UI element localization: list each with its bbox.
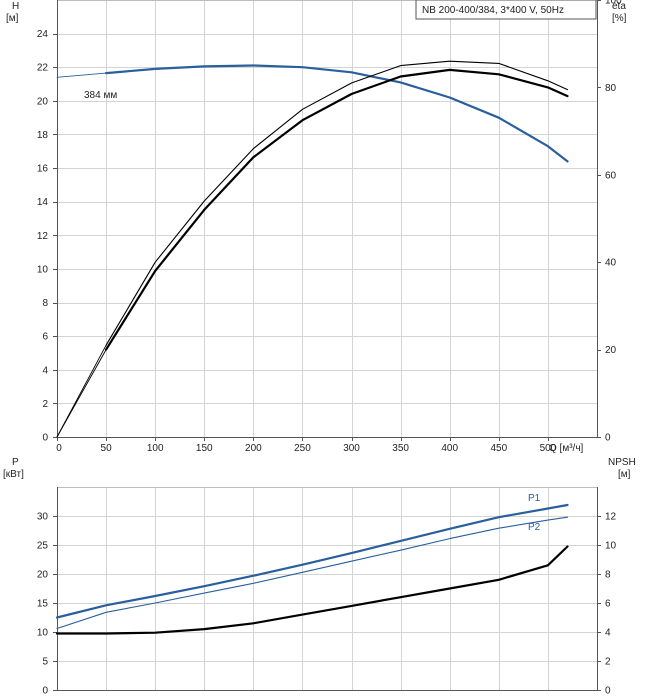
power-npsh-left-tick-label: 0 xyxy=(42,686,48,697)
efficiency-axis-unit: [%] xyxy=(612,13,627,24)
power-npsh-grid xyxy=(57,487,597,690)
head-efficiency-left-tick-label: 20 xyxy=(37,96,49,107)
head-efficiency-left-tick-label: 6 xyxy=(42,332,48,343)
power-npsh-series-p2-line xyxy=(56,516,569,630)
head-efficiency-left-tick-label: 0 xyxy=(42,433,48,444)
npsh-axis-unit: [м] xyxy=(618,469,631,480)
head-efficiency-right-tick-label: 40 xyxy=(605,258,617,269)
power-npsh-left-tick-label: 25 xyxy=(37,541,49,552)
head-efficiency-right-tick-label: 100 xyxy=(605,0,622,7)
head-efficiency-frame xyxy=(57,0,598,438)
power-npsh-left-tick-label: 5 xyxy=(42,657,48,668)
series-label-p2: P2 xyxy=(528,522,541,533)
power-npsh-right-tick-label: 8 xyxy=(605,570,611,581)
head-efficiency-left-tick-label: 8 xyxy=(42,298,48,309)
power-npsh-left-tick-label: 10 xyxy=(37,628,49,639)
head-efficiency-left-tick-label: 4 xyxy=(42,365,48,376)
head-efficiency-left-tick-label: 12 xyxy=(37,231,49,242)
head-efficiency-right-tick-label: 60 xyxy=(605,170,617,181)
npsh-axis-label: NPSH xyxy=(608,457,636,468)
head-efficiency-x-tick-label: 0 xyxy=(56,443,62,454)
power-npsh-right-tick-label: 4 xyxy=(605,628,611,639)
power-npsh-labels: 0 5 10 15 20 25 30 0 2 4 6 8 10 12 xyxy=(37,512,617,697)
power-npsh-right-tick-label: 0 xyxy=(605,686,611,697)
head-efficiency-series-efficiency-2-extension-line xyxy=(56,344,107,438)
head-efficiency-grid xyxy=(57,0,597,437)
series-label-p1: P1 xyxy=(528,493,541,504)
impeller-diameter-annotation: 384 мм xyxy=(84,90,117,101)
head-efficiency-left-tick-label: 24 xyxy=(37,29,49,40)
head-efficiency-right-tick-label: 80 xyxy=(605,83,617,94)
power-npsh-series xyxy=(55,503,569,635)
head-efficiency-left-tick-label: 14 xyxy=(37,197,49,208)
head-efficiency-x-tick-label: 200 xyxy=(245,443,262,454)
head-efficiency-series-efficiency-line xyxy=(104,68,569,351)
power-npsh-panel: 0 5 10 15 20 25 30 0 2 4 6 8 10 12 P [кВт] NPSH [м] P… xyxy=(3,457,636,697)
chart-title-box xyxy=(415,0,597,20)
chart-title: NB 200-400/384, 3*400 V, 50Hz xyxy=(422,5,564,16)
power-axis-label: P xyxy=(12,457,19,468)
head-efficiency-series-head-extension-line xyxy=(56,72,107,78)
power-npsh-left-tick-label: 30 xyxy=(37,512,49,523)
head-efficiency-x-tick-label: 250 xyxy=(294,443,311,454)
efficiency-axis-label: eta xyxy=(612,1,626,12)
head-efficiency-right-tick-label: 20 xyxy=(605,345,617,356)
head-efficiency-x-tick-label: 100 xyxy=(147,443,164,454)
head-efficiency-x-tick-label: 450 xyxy=(490,443,507,454)
flow-axis-label: Q [м³/ч] xyxy=(549,443,584,454)
head-efficiency-x-tick-label: 350 xyxy=(392,443,409,454)
head-efficiency-axes xyxy=(53,0,601,441)
power-npsh-left-tick-label: 15 xyxy=(37,599,49,610)
head-efficiency-left-tick-label: 10 xyxy=(37,264,49,275)
power-npsh-axes xyxy=(53,487,601,691)
head-efficiency-series-efficiency-2-line xyxy=(105,60,569,346)
power-npsh-series-npsh-line xyxy=(55,545,569,635)
head-axis-unit: [м] xyxy=(6,13,19,24)
power-npsh-frame xyxy=(57,487,598,691)
power-npsh-right-tick-label: 2 xyxy=(605,657,611,668)
head-efficiency-series-head-line xyxy=(104,64,569,163)
power-npsh-right-tick-label: 10 xyxy=(605,541,617,552)
head-efficiency-x-tick-label: 150 xyxy=(196,443,213,454)
power-npsh-series-p1-line xyxy=(55,503,569,619)
head-efficiency-x-tick-label: 500 xyxy=(540,443,557,454)
head-efficiency-left-tick-label: 22 xyxy=(37,63,49,74)
head-axis-label: H xyxy=(12,1,19,12)
power-npsh-right-tick-label: 12 xyxy=(605,512,617,523)
head-efficiency-x-tick-label: 300 xyxy=(343,443,360,454)
head-efficiency-x-tick-label: 50 xyxy=(101,443,113,454)
head-efficiency-left-tick-label: 2 xyxy=(42,399,48,410)
power-npsh-left-tick-label: 20 xyxy=(37,570,49,581)
head-efficiency-series xyxy=(56,60,569,438)
power-npsh-right-tick-label: 6 xyxy=(605,599,611,610)
head-efficiency-left-tick-label: 16 xyxy=(37,164,49,175)
head-efficiency-left-tick-label: 18 xyxy=(37,130,49,141)
power-axis-unit: [кВт] xyxy=(3,469,24,480)
head-efficiency-right-tick-label: 0 xyxy=(605,433,611,444)
head-efficiency-x-tick-label: 400 xyxy=(441,443,458,454)
